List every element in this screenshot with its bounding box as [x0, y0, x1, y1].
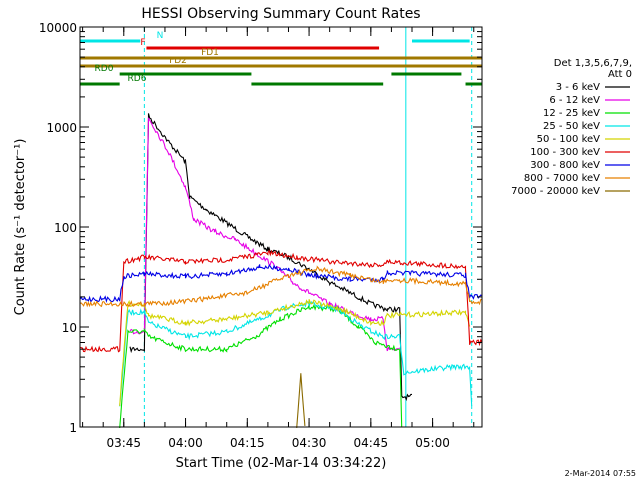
observing-flags: N F FD1 FD2 RD0 RD6 — [80, 31, 482, 86]
plot-area — [79, 27, 473, 427]
data-series — [79, 113, 483, 429]
series-line-7 — [79, 265, 483, 308]
y-tick-label: 1000 — [46, 121, 77, 135]
y-tick-label: 10000 — [39, 21, 77, 35]
series-line-6 — [79, 264, 483, 304]
flag-label-fd2: FD2 — [169, 56, 187, 66]
series-line-5 — [79, 249, 483, 353]
x-tick-label: 04:30 — [292, 436, 327, 450]
flag-label-fd1: FD1 — [201, 48, 219, 58]
x-tick-label: 04:15 — [230, 436, 265, 450]
legend-label: 800 - 7000 keV — [524, 173, 600, 184]
x-axis: 03:45 04:00 04:15 04:30 04:45 05:00 — [82, 27, 475, 450]
legend-label: 300 - 800 keV — [530, 160, 600, 171]
y-axis-label: Count Rate (s⁻¹ detector⁻¹) — [13, 139, 28, 316]
x-tick-label: 03:45 — [106, 436, 141, 450]
legend-header: Det 1,3,5,6,7,9, — [554, 58, 632, 69]
legend-label: 6 - 12 keV — [549, 95, 600, 106]
chart-title: HESSI Observing Summary Count Rates — [141, 6, 420, 22]
y-axis: 1 10 100 1000 10000 — [39, 21, 482, 435]
legend: Det 1,3,5,6,7,9,Att 0 3 - 6 keV 6 - 12 keV… — [511, 58, 632, 197]
series-line-3 — [119, 301, 473, 407]
legend-header: Att 0 — [608, 69, 632, 80]
legend-label: 100 - 300 keV — [530, 147, 600, 158]
legend-label: 12 - 25 keV — [543, 108, 600, 119]
series-line-2 — [119, 303, 403, 429]
x-tick-label: 04:00 — [168, 436, 203, 450]
legend-label: 25 - 50 keV — [543, 121, 600, 132]
legend-label: 3 - 6 keV — [556, 82, 600, 93]
x-tick-label: 04:45 — [354, 436, 389, 450]
flag-label-rd6: RD6 — [128, 74, 147, 84]
x-axis-label: Start Time (02-Mar-14 03:34:22) — [176, 456, 387, 471]
legend-label: 50 - 100 keV — [537, 134, 601, 145]
y-tick-label: 10 — [62, 321, 77, 335]
flag-label-n: N — [157, 31, 164, 41]
flag-label-f: F — [140, 38, 145, 48]
series-line-0 — [129, 113, 412, 402]
legend-label: 7000 - 20000 keV — [511, 186, 600, 197]
series-line-8 — [296, 373, 306, 428]
timestamp-label: 2-Mar-2014 07:55 — [565, 469, 636, 478]
y-tick-label: 100 — [54, 221, 77, 235]
x-tick-label: 05:00 — [415, 436, 450, 450]
flag-label-rd0: RD0 — [95, 64, 114, 74]
series-line-4 — [119, 299, 471, 406]
series-line-1 — [129, 117, 401, 352]
y-tick-label: 1 — [69, 421, 77, 435]
plot-frame — [79, 26, 483, 428]
